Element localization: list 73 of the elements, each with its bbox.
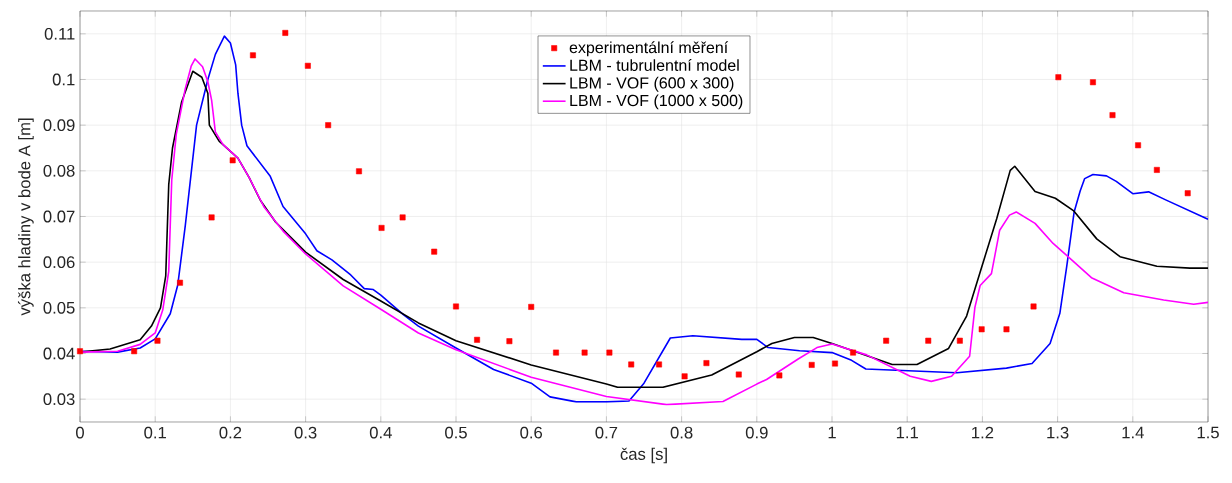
- point: [304, 62, 311, 69]
- x-axis-title: čas [s]: [620, 447, 667, 464]
- point: [325, 122, 332, 129]
- x-tick-label: 0.7: [595, 426, 618, 439]
- point: [250, 52, 256, 59]
- point: [229, 157, 236, 164]
- point: [1109, 112, 1116, 119]
- x-tick-label: 1.5: [1197, 426, 1219, 439]
- point: [581, 349, 588, 356]
- point: [474, 336, 480, 343]
- x-tick-label: 1.2: [972, 426, 994, 439]
- y-tick-label: 0.05: [43, 301, 75, 314]
- point: [282, 29, 289, 36]
- point: [356, 168, 362, 175]
- point: [1153, 166, 1160, 173]
- x-tick-label: 1: [828, 426, 836, 439]
- x-tick-label: 0.9: [745, 426, 768, 439]
- point: [399, 214, 406, 221]
- legend-label: LBM - VOF (1000 x 500): [570, 94, 743, 110]
- point: [1030, 303, 1037, 310]
- point: [956, 337, 963, 344]
- y-tick-label: 0.04: [43, 347, 75, 360]
- y-tick-label: 0.06: [43, 256, 75, 269]
- point: [978, 326, 985, 333]
- point: [606, 349, 613, 356]
- legend-label: LBM - tubrulentní model: [570, 59, 739, 71]
- point: [431, 248, 438, 255]
- legend-label: LBM - VOF (600 x 300): [570, 76, 734, 92]
- legend-label: experimentální měření: [569, 41, 729, 57]
- point: [808, 361, 815, 368]
- point: [703, 360, 710, 367]
- point: [177, 279, 183, 286]
- point: [925, 337, 932, 344]
- point: [735, 371, 742, 378]
- x-tick-label: 0.5: [445, 426, 467, 439]
- y-tick-label: 0.1: [52, 73, 75, 86]
- point: [883, 337, 890, 344]
- point: [506, 338, 513, 345]
- point: [832, 360, 838, 367]
- y-axis-title: výška hladiny v bode A [m]: [17, 118, 34, 316]
- x-tick-label: 1.1: [896, 426, 918, 439]
- x-tick-label: 0.3: [294, 426, 317, 439]
- point: [378, 224, 385, 231]
- y-tick-label: 0.08: [43, 164, 75, 177]
- point: [453, 303, 459, 310]
- x-tick-label: 0.4: [369, 426, 392, 439]
- x-tick-label: 0.2: [219, 426, 242, 439]
- point: [1090, 79, 1096, 86]
- point: [1135, 142, 1141, 149]
- x-tick-label: 1.3: [1047, 426, 1069, 439]
- point: [656, 361, 662, 368]
- x-tick-label: 1.4: [1122, 426, 1144, 439]
- y-tick-label: 0.09: [43, 119, 75, 132]
- point: [850, 349, 856, 356]
- point: [131, 348, 138, 355]
- x-tick-label: 0.6: [520, 426, 543, 439]
- x-tick-label: 0: [76, 426, 84, 439]
- y-tick-label: 0.03: [43, 393, 75, 406]
- point: [77, 348, 83, 355]
- point: [1184, 190, 1191, 197]
- x-tick-label: 0.8: [670, 426, 693, 439]
- point: [154, 337, 161, 344]
- y-tick-label: 0.07: [43, 210, 75, 223]
- point: [528, 303, 535, 310]
- point: [1055, 74, 1062, 81]
- point: [628, 361, 635, 368]
- point: [681, 373, 688, 380]
- x-tick-label: 0.1: [144, 426, 166, 439]
- y-tick-label: 0.11: [44, 27, 75, 40]
- point: [208, 214, 215, 221]
- point: [1003, 326, 1010, 333]
- point: [776, 372, 783, 379]
- point: [553, 349, 559, 356]
